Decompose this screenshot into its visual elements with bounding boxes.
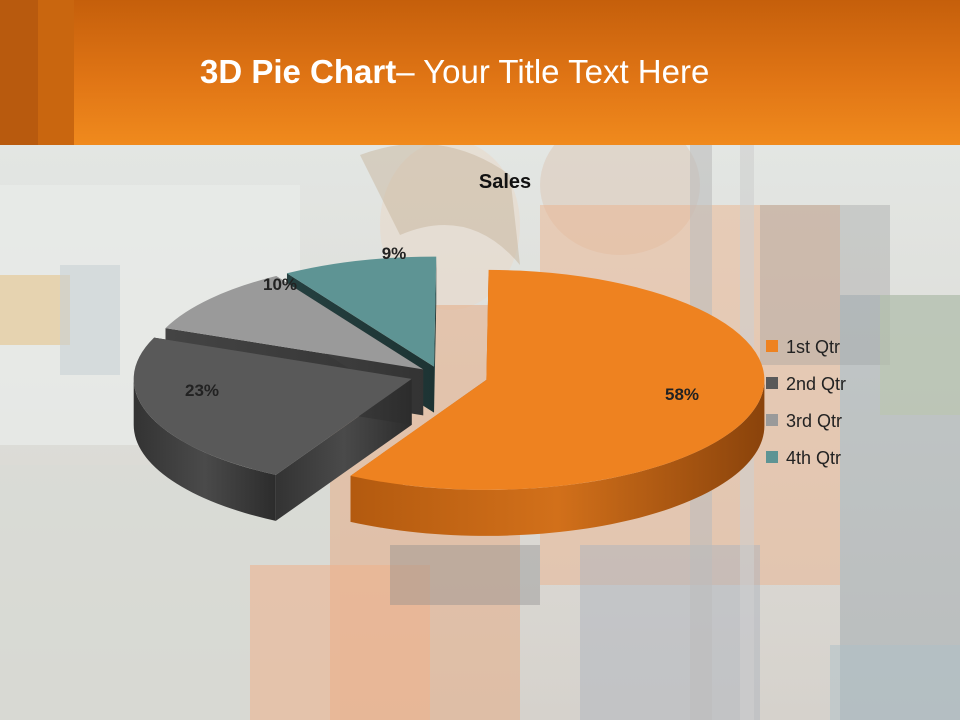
slide-title-rest: – Your Title Text Here (396, 53, 710, 90)
legend-label: 4th Qtr (786, 448, 841, 468)
legend-swatch (766, 377, 778, 389)
slice-rim (350, 379, 765, 536)
slice-side-wall (434, 256, 437, 413)
data-label-1: 58% (665, 385, 699, 404)
legend-item: 3rd Qtr (766, 411, 842, 431)
legend-item: 1st Qtr (766, 337, 840, 357)
slice-top (133, 337, 412, 475)
legend-swatch (766, 451, 778, 463)
data-label-4: 9% (382, 244, 407, 263)
slice-top (350, 269, 765, 490)
legend-item: 2nd Qtr (766, 374, 846, 394)
chart-legend: 1st Qtr 2nd Qtr 3rd Qtr 4th Qtr (766, 337, 846, 468)
legend-item: 4th Qtr (766, 448, 841, 468)
header-accent-bar (38, 0, 74, 145)
slice-top (165, 276, 424, 370)
legend-label: 2nd Qtr (786, 374, 846, 394)
slice-rim (133, 378, 276, 521)
legend-label: 3rd Qtr (786, 411, 842, 431)
slide-title-bold: 3D Pie Chart (200, 53, 397, 90)
legend-label: 1st Qtr (786, 337, 840, 357)
pie-slice-2 (133, 337, 412, 521)
data-label-2: 23% (185, 381, 219, 400)
pie-slice-1 (350, 269, 765, 536)
data-label-3: 10% (263, 275, 297, 294)
legend-swatch (766, 414, 778, 426)
legend-swatch (766, 340, 778, 352)
background-photo (0, 145, 960, 720)
chart-title: Sales (479, 171, 531, 193)
header-banner: 3D Pie Chart– Your Title Text Here (0, 0, 960, 145)
slide-title: 3D Pie Chart– Your Title Text Here (200, 50, 709, 94)
slice-top (286, 256, 437, 367)
header-accent-bar (0, 0, 38, 145)
